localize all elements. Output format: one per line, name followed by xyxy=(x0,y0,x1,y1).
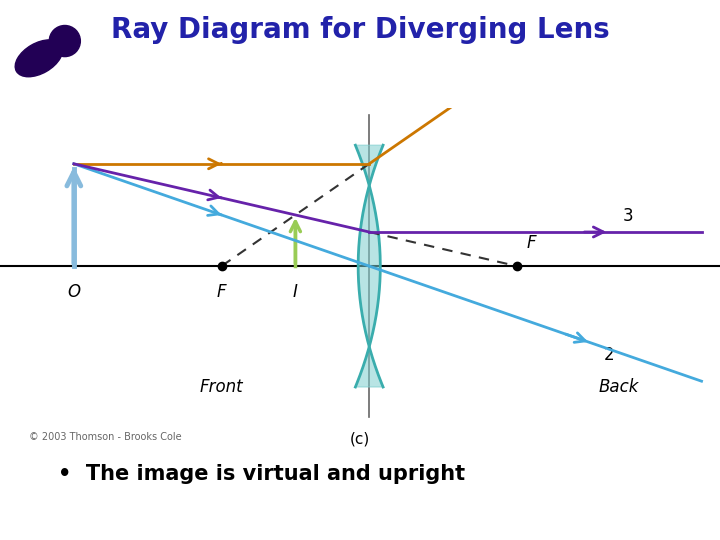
Text: $F$: $F$ xyxy=(526,234,538,252)
Text: •  The image is virtual and upright: • The image is virtual and upright xyxy=(58,464,464,484)
Text: O: O xyxy=(67,283,81,301)
Ellipse shape xyxy=(15,40,63,77)
Polygon shape xyxy=(356,145,383,387)
Text: © 2003 Thomson - Brooks Cole: © 2003 Thomson - Brooks Cole xyxy=(29,432,181,442)
Circle shape xyxy=(49,25,81,57)
Text: Ray Diagram for Diverging Lens: Ray Diagram for Diverging Lens xyxy=(111,16,609,44)
Text: (c): (c) xyxy=(350,432,370,447)
Text: Back: Back xyxy=(598,377,639,396)
Text: F: F xyxy=(217,283,226,301)
Text: I: I xyxy=(293,283,298,301)
Text: Front: Front xyxy=(199,377,243,396)
Text: 2: 2 xyxy=(604,346,615,364)
Text: 3: 3 xyxy=(622,207,633,225)
